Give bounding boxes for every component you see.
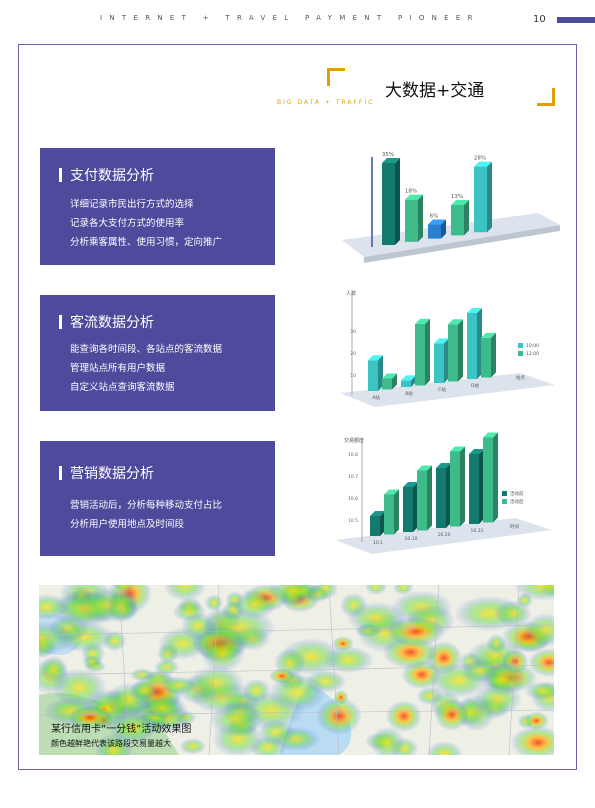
chart-bar (384, 489, 399, 535)
x-tick-label: B站 (405, 390, 413, 397)
panel-line: 分析用户使用地点及时间段 (70, 519, 185, 530)
x-tick-label: D站 (471, 382, 479, 389)
y-tick-label: 10.7 (348, 474, 358, 480)
content-frame (18, 44, 577, 770)
chart-bar (370, 511, 385, 536)
x-tick-label: A站 (372, 394, 380, 401)
panel-marketing: 营销数据分析 营销活动后，分析每种移动支付占比 分析用户使用地点及时间段 (40, 441, 275, 556)
chart-floor (335, 518, 552, 554)
y-tick-label: 10.8 (348, 452, 358, 458)
legend-label: 活动前 (510, 490, 524, 497)
data-label: 18% (405, 189, 417, 195)
chart-bar (415, 318, 430, 386)
chart-floor-edge (364, 225, 560, 263)
payment-chart: 35% 18% 6% 13% 28% (342, 152, 560, 263)
panel-title: 营销数据分析 (59, 463, 154, 483)
chart-bar (382, 158, 400, 245)
panel-title: 支付数据分析 (59, 165, 154, 185)
panel-line: 详细记录市民出行方式的选择 (70, 199, 194, 210)
y-axis-label: 交易额度 (344, 437, 364, 444)
data-label: 13% (451, 194, 463, 200)
panel-payment: 支付数据分析 详细记录市民出行方式的选择 记录各大支付方式的使用率 分析乘客属性… (40, 148, 275, 265)
heatmap-graphic (39, 585, 554, 755)
title-bracket-left (327, 68, 345, 86)
x-axis-label: 站点 (516, 374, 525, 381)
x-tick-label: C站 (438, 386, 446, 393)
marketing-chart: 交易额度 时间 10.5 10.6 10.7 10.8 10.1 10.10 10.20 1… (335, 432, 552, 554)
y-tick-label: 10.5 (348, 518, 358, 524)
panel-passenger-flow: 客流数据分析 能查询各时间段、各站点的客流数据 管理站点所有用户数据 自定义站点… (40, 295, 275, 411)
chart-bar (469, 449, 484, 524)
panel-line: 自定义站点查询客流数据 (70, 382, 175, 393)
legend-swatch (518, 351, 523, 356)
legend-label: 活动后 (510, 498, 524, 505)
y-tick-label: 10 (350, 373, 356, 379)
chart-bar (474, 161, 492, 233)
y-tick-label: 20 (350, 351, 356, 357)
legend-label: 12:00 (526, 351, 539, 357)
page-number: 10 (533, 14, 546, 25)
panel-title: 客流数据分析 (59, 312, 154, 332)
y-axis-label: 人数 (346, 290, 356, 297)
legend-swatch (502, 491, 507, 496)
x-tick-label: 10.1 (373, 540, 383, 546)
heatmap-image: 某行信用卡“一分钱”活动效果图 颜色越鲜艳代表该路段交易量越大 (39, 585, 554, 755)
page-number-bar (557, 17, 595, 23)
chart-bar (403, 482, 418, 532)
y-tick-label: 30 (350, 329, 356, 335)
chart-bar (451, 199, 469, 236)
chart-bar (428, 219, 446, 239)
panel-line: 营销活动后，分析每种移动支付占比 (70, 500, 223, 511)
legend-label: 10:00 (526, 343, 539, 349)
panel-line: 能查询各时间段、各站点的客流数据 (70, 344, 223, 355)
map-caption-title: 某行信用卡“一分钱”活动效果图 (51, 724, 192, 735)
x-tick-label: 10.10 (405, 536, 418, 542)
passenger-flow-chart: 人数 站点 10 20 30 A站 B站 C站 D站 10:00 12:00 (340, 290, 555, 407)
chart-bar (481, 332, 496, 378)
section-title: 大数据+交通 (385, 81, 485, 101)
chart-bar (448, 319, 463, 382)
chart-bar (405, 194, 423, 242)
data-label: 6% (430, 214, 439, 220)
y-tick-label: 10.6 (348, 496, 358, 502)
chart-bar (483, 432, 498, 523)
section-subtitle: BIG DATA + TRAFFIC (277, 99, 375, 106)
x-axis-label: 时间 (510, 523, 519, 530)
panel-line: 管理站点所有用户数据 (70, 363, 166, 374)
chart-bar (467, 308, 482, 379)
data-label: 35% (382, 152, 394, 158)
header-tagline: INTERNET + TRAVEL PAYMENT PIONEER (100, 14, 480, 22)
panel-line: 分析乘客属性、使用习惯，定向推广 (70, 237, 223, 248)
chart-bar (401, 375, 416, 387)
map-caption-note: 颜色越鲜艳代表该路段交易量越大 (51, 739, 171, 748)
chart-floor (340, 373, 555, 407)
chart-bar (368, 355, 383, 391)
legend-swatch (502, 499, 507, 504)
data-label: 28% (474, 156, 486, 162)
chart-bar (450, 446, 465, 527)
chart-bar (436, 463, 451, 528)
x-tick-label: 10.20 (438, 532, 451, 538)
legend-swatch (518, 343, 523, 348)
panel-line: 记录各大支付方式的使用率 (70, 218, 185, 229)
x-tick-label: 10.31 (471, 528, 484, 534)
chart-bar (434, 338, 449, 383)
chart-bar (417, 465, 432, 531)
title-bracket-right (537, 88, 555, 106)
chart-bar (382, 373, 397, 390)
